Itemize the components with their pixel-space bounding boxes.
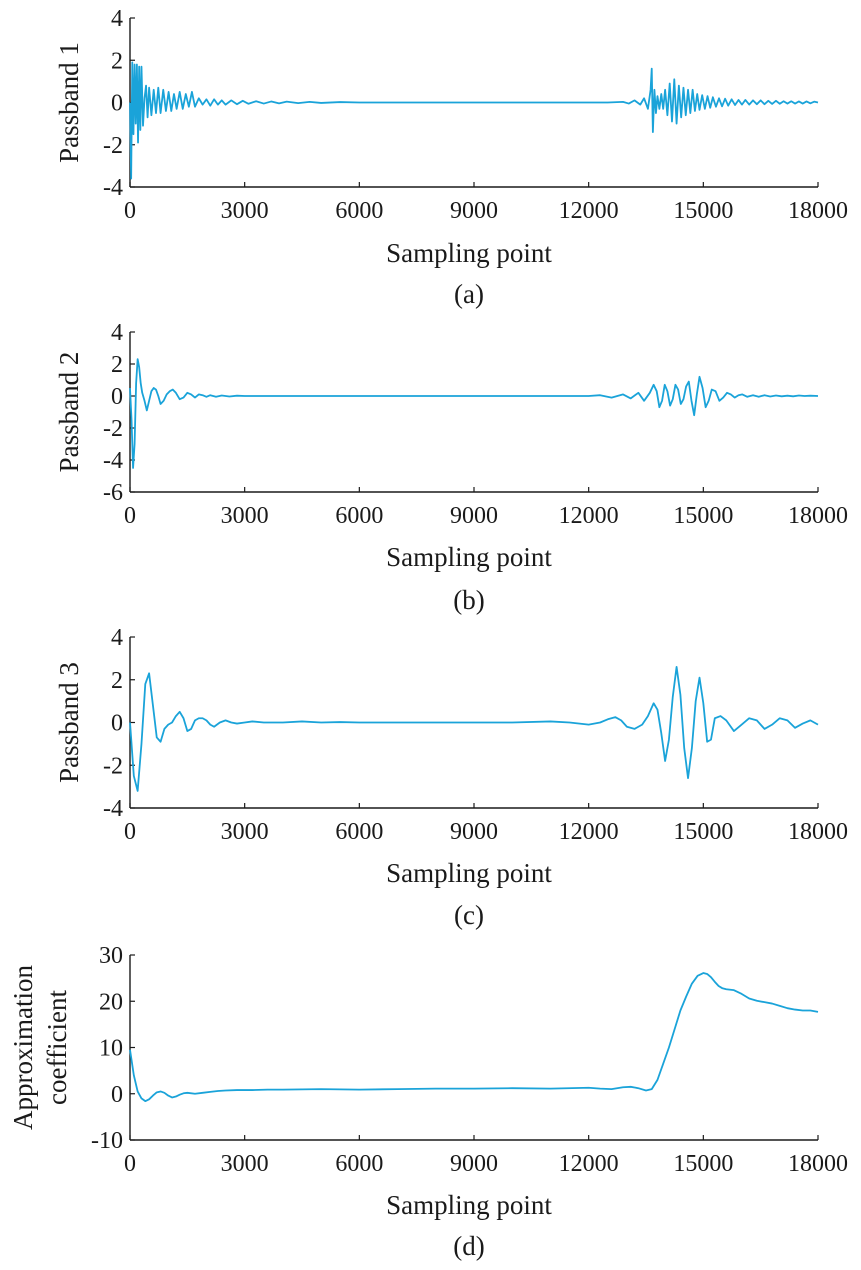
- x-tick-label: 6000: [335, 819, 383, 845]
- y-tick-label: -10: [91, 1128, 123, 1154]
- panel-label: (a): [454, 279, 484, 309]
- y-tick-label: 20: [99, 989, 123, 1015]
- y-tick-label: 4: [111, 625, 123, 651]
- y-axis-label: Passband 2: [54, 352, 84, 473]
- panel-label: (b): [453, 585, 484, 615]
- y-tick-label: -4: [103, 448, 123, 474]
- x-tick-label: 3000: [221, 198, 269, 224]
- x-tick-label: 18000: [788, 1151, 848, 1177]
- x-axis-label: Sampling point: [386, 542, 552, 572]
- x-tick-label: 18000: [788, 503, 848, 529]
- y-tick-label: -4: [103, 796, 123, 822]
- y-tick-label: -6: [103, 480, 123, 506]
- x-tick-label: 6000: [335, 198, 383, 224]
- chart-panel-3: 0 3000 6000 9000 12000 15000 18000 -4 -2 0 2 4 Sampl…: [54, 625, 848, 930]
- x-tick-label: 9000: [450, 819, 498, 845]
- panel-label: (c): [454, 900, 484, 930]
- x-tick-label: 12000: [559, 1151, 619, 1177]
- x-tick-label: 6000: [335, 503, 383, 529]
- y-axis-label-line-1: Approximation: [8, 965, 38, 1130]
- y-tick-label: -2: [103, 416, 123, 442]
- y-tick-label: 2: [111, 352, 123, 378]
- x-tick-label: 0: [124, 819, 136, 845]
- y-axis-label: Passband 1: [54, 42, 84, 163]
- y-tick-label: 0: [111, 384, 123, 410]
- x-tick-label: 0: [124, 198, 136, 224]
- y-tick-label: 4: [111, 6, 123, 32]
- panel-label: (d): [453, 1231, 484, 1261]
- x-tick-label: 3000: [221, 503, 269, 529]
- y-tick-label: 2: [111, 668, 123, 694]
- series-line-1: [129, 666, 819, 792]
- x-tick-label: 6000: [335, 1151, 383, 1177]
- x-axis-label: Sampling point: [386, 858, 552, 888]
- y-tick-label: -2: [103, 753, 123, 779]
- x-tick-label: 9000: [450, 503, 498, 529]
- y-tick-label: -4: [103, 175, 123, 201]
- y-axis-label: Passband 3: [54, 662, 84, 783]
- y-tick-label: 0: [111, 91, 123, 117]
- x-tick-label: 15000: [673, 819, 733, 845]
- x-tick-label: 15000: [673, 198, 733, 224]
- y-tick-label: 10: [99, 1036, 123, 1062]
- y-tick-label: 0: [111, 1082, 123, 1108]
- x-tick-label: 12000: [559, 819, 619, 845]
- series-line-1: [129, 61, 819, 180]
- x-tick-label: 12000: [559, 503, 619, 529]
- x-tick-label: 3000: [221, 1151, 269, 1177]
- x-tick-label: 12000: [559, 198, 619, 224]
- x-axis-label: Sampling point: [386, 238, 552, 268]
- x-tick-label: 9000: [450, 1151, 498, 1177]
- chart-panel-1: 0 3000 6000 9000 12000 15000 18000 -4 -2 0 2 4 Sampl…: [54, 6, 848, 309]
- y-tick-label: 2: [111, 48, 123, 74]
- x-tick-label: 18000: [788, 198, 848, 224]
- chart-panel-2: 0 3000 6000 9000 12000 15000 18000 -6 -4 -2 0 2 4 Sam…: [54, 320, 848, 615]
- series-line-1: [129, 972, 819, 1103]
- x-tick-label: 15000: [673, 1151, 733, 1177]
- y-tick-label: 0: [111, 711, 123, 737]
- y-tick-label: -2: [103, 133, 123, 159]
- series-line-1: [129, 358, 819, 469]
- x-tick-label: 15000: [673, 503, 733, 529]
- x-axis-label: Sampling point: [386, 1190, 552, 1220]
- x-tick-label: 0: [124, 1151, 136, 1177]
- chart-panel-4: 0 3000 6000 9000 12000 15000 18000-100102030Sa…: [8, 943, 848, 1261]
- x-tick-label: 3000: [221, 819, 269, 845]
- x-tick-label: 9000: [450, 198, 498, 224]
- y-axis-label-line-2: coefficient: [42, 990, 72, 1105]
- x-tick-label: 18000: [788, 819, 848, 845]
- x-tick-label: 0: [124, 503, 136, 529]
- y-tick-label: 30: [99, 943, 123, 969]
- y-tick-label: 4: [111, 320, 123, 346]
